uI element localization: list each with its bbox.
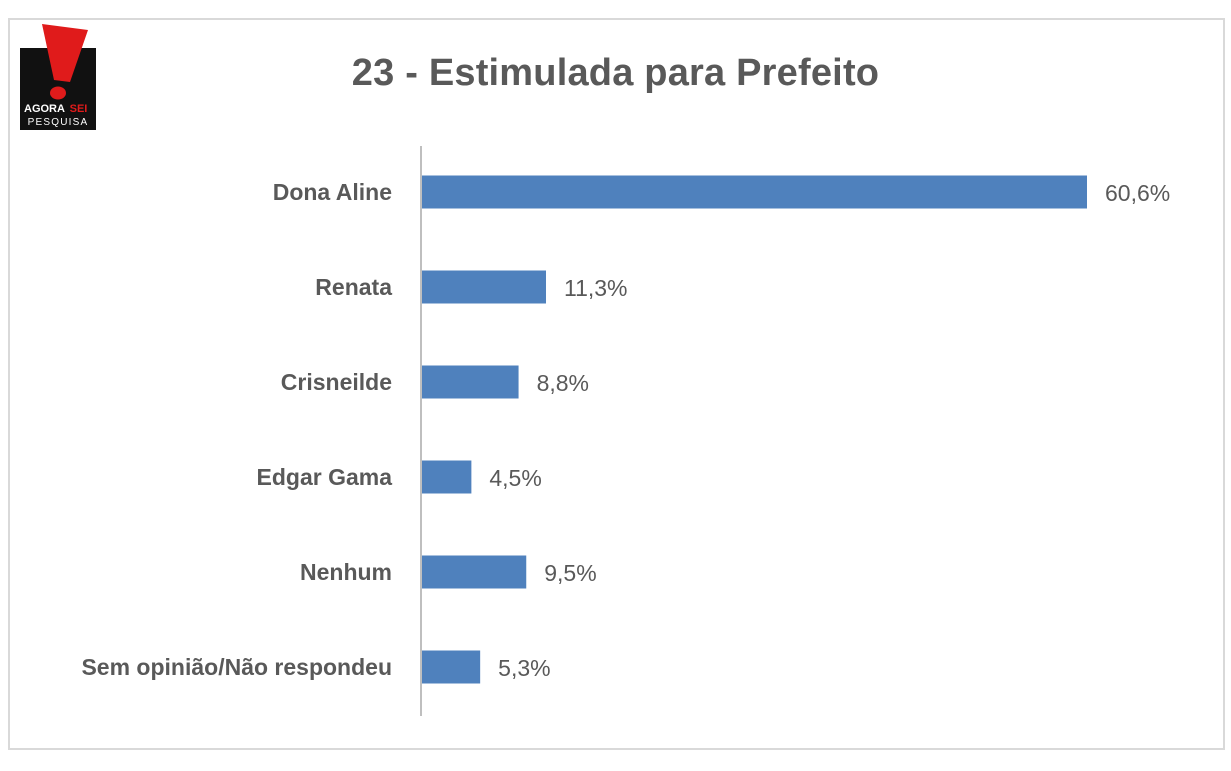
category-label: Dona Aline <box>273 179 392 205</box>
data-label: 11,3% <box>564 275 628 301</box>
bar <box>422 650 481 684</box>
data-label: 9,5% <box>544 560 596 586</box>
category-label: Sem opinião/Não respondeu <box>81 654 392 680</box>
svg-text:AGORA SEI: AGORA SEI <box>24 103 87 115</box>
bar <box>422 460 472 494</box>
logo-text-sei: SEI <box>70 103 88 115</box>
logo-text-agora: AGORA <box>24 103 65 115</box>
chart-frame <box>8 18 1225 750</box>
bar <box>422 555 527 589</box>
data-label: 5,3% <box>498 655 550 681</box>
data-label: 60,6% <box>1105 180 1170 206</box>
bar <box>422 365 519 399</box>
logo-graphic: AGORA SEI PESQUISA <box>20 24 96 130</box>
chart-title: 23 - Estimulada para Prefeito <box>351 52 880 94</box>
bar <box>422 270 547 304</box>
category-label: Edgar Gama <box>257 464 393 490</box>
logo-text-pesquisa: PESQUISA <box>28 117 89 128</box>
data-label: 4,5% <box>489 465 541 491</box>
logo-exclamation-dot <box>50 86 66 100</box>
category-label: Renata <box>315 274 392 300</box>
category-label: Nenhum <box>300 559 392 585</box>
logo-exclamation-bar <box>42 24 88 82</box>
data-label: 8,8% <box>537 370 589 396</box>
category-label: Crisneilde <box>281 369 392 395</box>
bar <box>422 175 1087 209</box>
agora-sei-logo: AGORA SEI PESQUISA <box>20 24 96 130</box>
